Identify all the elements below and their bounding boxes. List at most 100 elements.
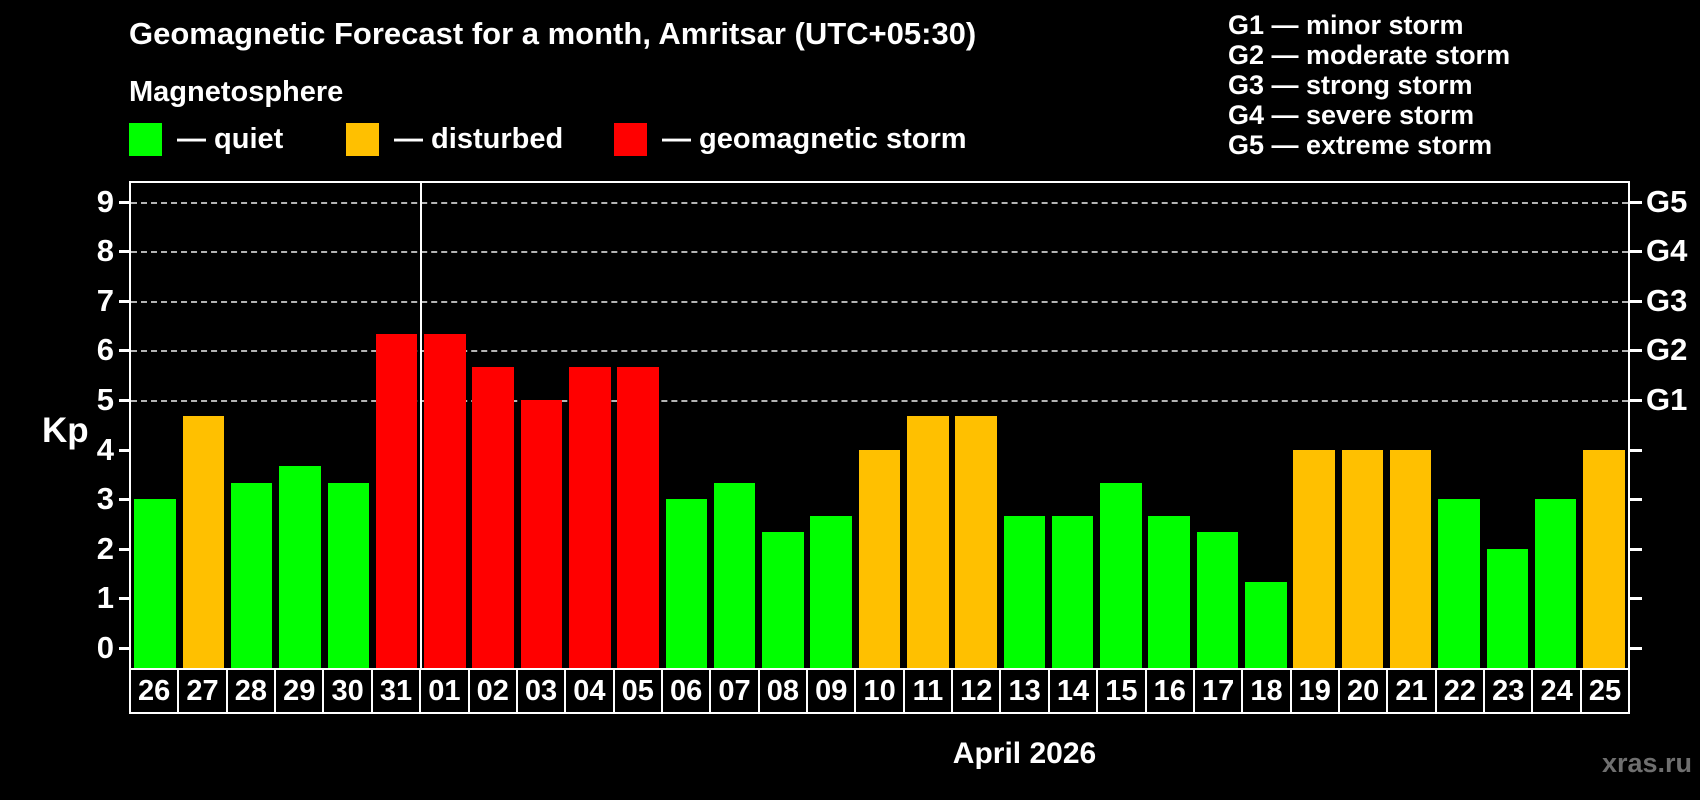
day-label-06: 06 [660, 668, 712, 714]
left-tick [119, 597, 131, 601]
day-label-23: 23 [1483, 668, 1534, 714]
right-tick [1630, 250, 1642, 254]
y-tick-label: 4 [96, 431, 114, 467]
y-tick-label: 5 [96, 382, 114, 417]
day-label-20: 20 [1337, 668, 1389, 714]
left-tick [119, 349, 131, 353]
day-label-15: 15 [1096, 668, 1147, 714]
bar-day-16 [1148, 515, 1190, 668]
bar-day-12 [955, 416, 997, 668]
bar-day-01 [424, 334, 466, 668]
gridline-kp6 [131, 350, 1628, 353]
g-axis-label-g5: G5 [1646, 183, 1688, 219]
day-label-12: 12 [951, 668, 1002, 714]
legend-label: — disturbed [394, 122, 564, 155]
g-legend-line: G3 — strong storm [1228, 70, 1473, 100]
right-tick [1630, 349, 1642, 353]
g-legend-line: G4 — severe storm [1228, 100, 1475, 130]
day-label-10: 10 [854, 668, 905, 714]
quiet-swatch [129, 122, 162, 156]
gridline-kp5 [131, 400, 1628, 402]
bar-day-04 [568, 366, 611, 668]
bar-day-22 [1438, 499, 1480, 668]
day-label-01: 01 [419, 668, 470, 714]
right-tick [1630, 498, 1642, 502]
bar-day-08 [762, 532, 804, 668]
legend-item-disturbed: — disturbed [346, 122, 563, 156]
y-tick-label: 0 [96, 630, 114, 665]
right-tick [1630, 399, 1642, 402]
bar-day-11 [907, 416, 949, 668]
day-label-25: 25 [1579, 668, 1631, 714]
bar-day-18 [1245, 582, 1287, 668]
g-axis-label-g3: G3 [1646, 282, 1688, 318]
legend-label: — geomagnetic storm [662, 122, 967, 155]
left-tick [119, 448, 131, 452]
x-axis-title: April 2026 [952, 737, 1097, 770]
bar-day-10 [858, 449, 901, 668]
x-axis-day-labels: 26 27 28 29 30 31 01 02 03 04 05 06 07 08 09 10 11 12 13 14… [129, 668, 1631, 714]
day-label-17: 17 [1192, 668, 1244, 714]
bar-day-27 [182, 416, 225, 668]
bar-day-17 [1196, 532, 1239, 668]
bar-day-31 [375, 334, 418, 668]
day-label-08: 08 [757, 668, 809, 714]
left-tick [119, 647, 131, 650]
bar-day-02 [472, 366, 514, 668]
day-label-29: 29 [274, 668, 325, 714]
day-label-22: 22 [1434, 668, 1486, 714]
day-label-26: 26 [129, 668, 180, 714]
bar-day-05 [617, 366, 659, 668]
day-label-19: 19 [1289, 668, 1340, 714]
y-tick-label: 2 [96, 530, 114, 566]
day-label-28: 28 [225, 668, 277, 714]
gridline-kp9 [131, 201, 1628, 204]
bar-day-21 [1389, 449, 1432, 668]
right-tick [1630, 547, 1642, 551]
gridline-kp8 [131, 251, 1628, 254]
chart-title: Geomagnetic Forecast for a month, Amrits… [129, 16, 977, 51]
y-tick-label: 3 [96, 481, 114, 517]
day-label-31: 31 [370, 668, 422, 714]
right-tick [1630, 299, 1642, 303]
day-label-18: 18 [1241, 668, 1292, 714]
right-tick [1630, 597, 1642, 601]
bar-day-29 [279, 465, 321, 668]
left-tick [119, 547, 131, 551]
day-label-30: 30 [322, 668, 373, 714]
g-axis-label-g2: G2 [1646, 332, 1688, 368]
y-axis-title: Kp [42, 411, 89, 450]
gridline-kp7 [131, 300, 1628, 303]
bar-day-03 [520, 400, 563, 668]
left-tick [119, 200, 131, 204]
day-label-02: 02 [467, 668, 518, 714]
bar-day-26 [134, 499, 176, 668]
bar-day-19 [1293, 449, 1335, 668]
day-label-11: 11 [902, 668, 954, 714]
bar-day-30 [327, 482, 370, 668]
left-tick [119, 498, 131, 502]
watermark: xras.ru [1601, 748, 1692, 778]
disturbed-swatch [346, 122, 379, 156]
g-legend-line: G5 — extreme storm [1228, 130, 1493, 160]
bar-day-09 [810, 515, 852, 668]
right-tick [1630, 647, 1642, 650]
day-label-21: 21 [1386, 668, 1437, 714]
bar-day-20 [1341, 449, 1384, 668]
right-tick [1630, 448, 1642, 452]
g-storm-legend: G1 — minor storm G2 — moderate storm G3 — … [1228, 10, 1510, 160]
y-tick-label: 7 [96, 282, 114, 318]
bar-day-15 [1100, 482, 1142, 668]
bar-day-13 [1003, 515, 1046, 668]
bar-day-23 [1486, 548, 1529, 668]
bar-day-25 [1583, 449, 1625, 668]
bar-day-14 [1051, 515, 1094, 668]
day-label-07: 07 [709, 668, 760, 714]
day-label-09: 09 [806, 668, 857, 714]
y-tick-label: 8 [96, 233, 114, 269]
plot-area [129, 181, 1630, 670]
y-tick-label: 9 [96, 183, 114, 219]
day-label-13: 13 [999, 668, 1050, 714]
day-label-24: 24 [1531, 668, 1582, 714]
